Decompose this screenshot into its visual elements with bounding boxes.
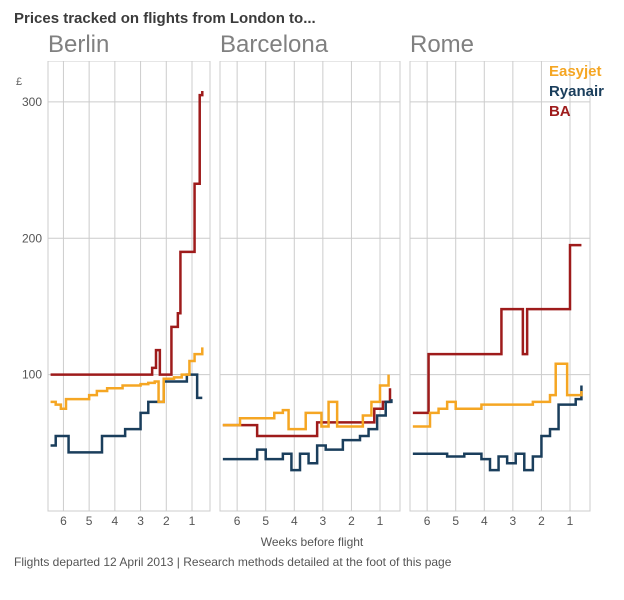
svg-text:3: 3 [320,514,327,528]
chart-title: Prices tracked on flights from London to… [0,0,624,31]
svg-text:2: 2 [348,514,355,528]
svg-text:1: 1 [567,514,574,528]
series-line-ba [51,91,203,375]
svg-text:5: 5 [452,514,459,528]
legend: EasyjetRyanairBA [549,62,604,122]
y-axis-unit: £ [16,76,22,88]
panel: Berlin 100 200 300 1 2 3 4 5 6 [14,31,214,531]
svg-text:2: 2 [538,514,545,528]
legend-item: Ryanair [549,82,604,102]
panel: Barcelona 1 2 3 4 5 6 [214,31,404,531]
svg-text:4: 4 [291,514,298,528]
series-line-easyjet [51,347,203,408]
svg-text:200: 200 [22,231,42,245]
svg-text:6: 6 [60,514,67,528]
svg-text:100: 100 [22,368,42,382]
svg-text:5: 5 [262,514,269,528]
svg-text:3: 3 [137,514,144,528]
panel-title: Rome [404,31,594,59]
panel-title: Berlin [14,31,214,59]
panels-row: Berlin 100 200 300 1 2 3 4 5 6 Barcelona 1 2 3 4 5 6 Rome… [0,31,624,531]
panel-plot: 100 200 300 1 2 3 4 5 6 [14,61,214,531]
svg-text:3: 3 [510,514,517,528]
svg-text:1: 1 [189,514,196,528]
svg-text:4: 4 [481,514,488,528]
svg-text:2: 2 [163,514,170,528]
svg-text:1: 1 [377,514,384,528]
series-line-ryanair [413,386,582,471]
svg-text:300: 300 [22,95,42,109]
svg-text:5: 5 [86,514,93,528]
panel-plot: 1 2 3 4 5 6 [404,61,594,531]
x-axis-label: Weeks before flight [0,535,624,549]
footer-note: Flights departed 12 April 2013 | Researc… [0,549,624,569]
panel-plot: 1 2 3 4 5 6 [214,61,404,531]
legend-item: Easyjet [549,62,604,82]
chart-container: Prices tracked on flights from London to… [0,0,624,600]
series-line-ryanair [223,399,392,470]
svg-text:6: 6 [234,514,241,528]
panel-title: Barcelona [214,31,404,59]
svg-text:6: 6 [424,514,431,528]
legend-item: BA [549,102,604,122]
series-line-easyjet [413,364,582,427]
svg-text:4: 4 [112,514,119,528]
series-line-easyjet [223,375,389,430]
